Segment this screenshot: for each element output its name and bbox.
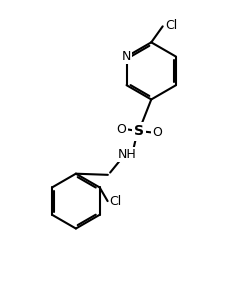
Text: S: S	[134, 124, 144, 139]
Text: Cl: Cl	[110, 195, 122, 208]
Text: O: O	[117, 123, 127, 136]
Text: Cl: Cl	[165, 19, 177, 32]
Text: O: O	[152, 126, 162, 139]
Text: NH: NH	[118, 148, 137, 161]
Text: N: N	[122, 50, 131, 63]
